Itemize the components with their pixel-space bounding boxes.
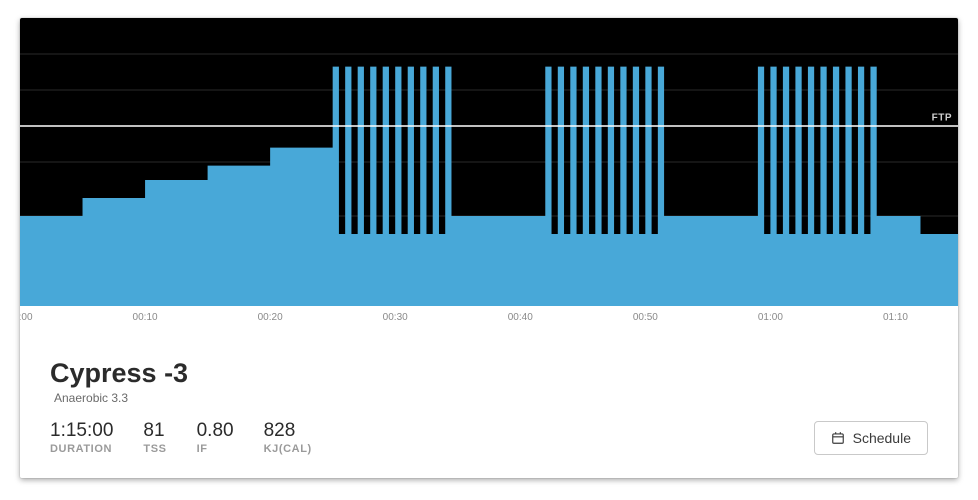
axis-tick-label: 00:20 [258, 312, 283, 323]
stat-label: KJ(CAL) [264, 443, 312, 455]
axis-tick-label: 00:40 [508, 312, 533, 323]
power-profile-svg [20, 18, 958, 306]
stat-label: DURATION [50, 443, 113, 455]
stat: 1:15:00DURATION [50, 421, 113, 455]
stat-label: IF [197, 443, 234, 455]
schedule-button[interactable]: Schedule [814, 421, 928, 455]
stat-value: 1:15:00 [50, 421, 113, 442]
axis-tick-label: 00:10 [133, 312, 158, 323]
stat-value: 81 [143, 421, 166, 442]
workout-subtitle: Anaerobic 3.3 [54, 391, 928, 405]
stat-label: TSS [143, 443, 166, 455]
stat: 81TSS [143, 421, 166, 455]
axis-tick-label: 00:00 [20, 312, 33, 323]
stat: 0.80IF [197, 421, 234, 455]
calendar-icon [831, 431, 845, 445]
workout-details: Cypress -3 Anaerobic 3.3 1:15:00DURATION… [20, 336, 958, 478]
stat-value: 0.80 [197, 421, 234, 442]
axis-tick-label: 01:00 [758, 312, 783, 323]
stat: 828KJ(CAL) [264, 421, 312, 455]
axis-tick-label: 00:30 [383, 312, 408, 323]
time-axis: 00:00 00:10 00:20 00:30 00:40 00:50 01:00 01:10 [20, 306, 958, 336]
workout-stats: 1:15:00DURATION 81TSS 0.80IF 828KJ(CAL) [50, 421, 312, 455]
ftp-label: FTP [932, 113, 952, 124]
workout-card: FTP 00:0000:1000:2000:3000:4000:5001:000… [20, 18, 958, 478]
workout-chart: FTP 00:0000:1000:2000:3000:4000:5001:000… [20, 18, 958, 336]
axis-tick-label: 01:10 [883, 312, 908, 323]
axis-tick-label: 00:50 [633, 312, 658, 323]
schedule-button-label: Schedule [853, 430, 911, 446]
stat-value: 828 [264, 421, 312, 442]
workout-title: Cypress -3 [50, 358, 928, 389]
